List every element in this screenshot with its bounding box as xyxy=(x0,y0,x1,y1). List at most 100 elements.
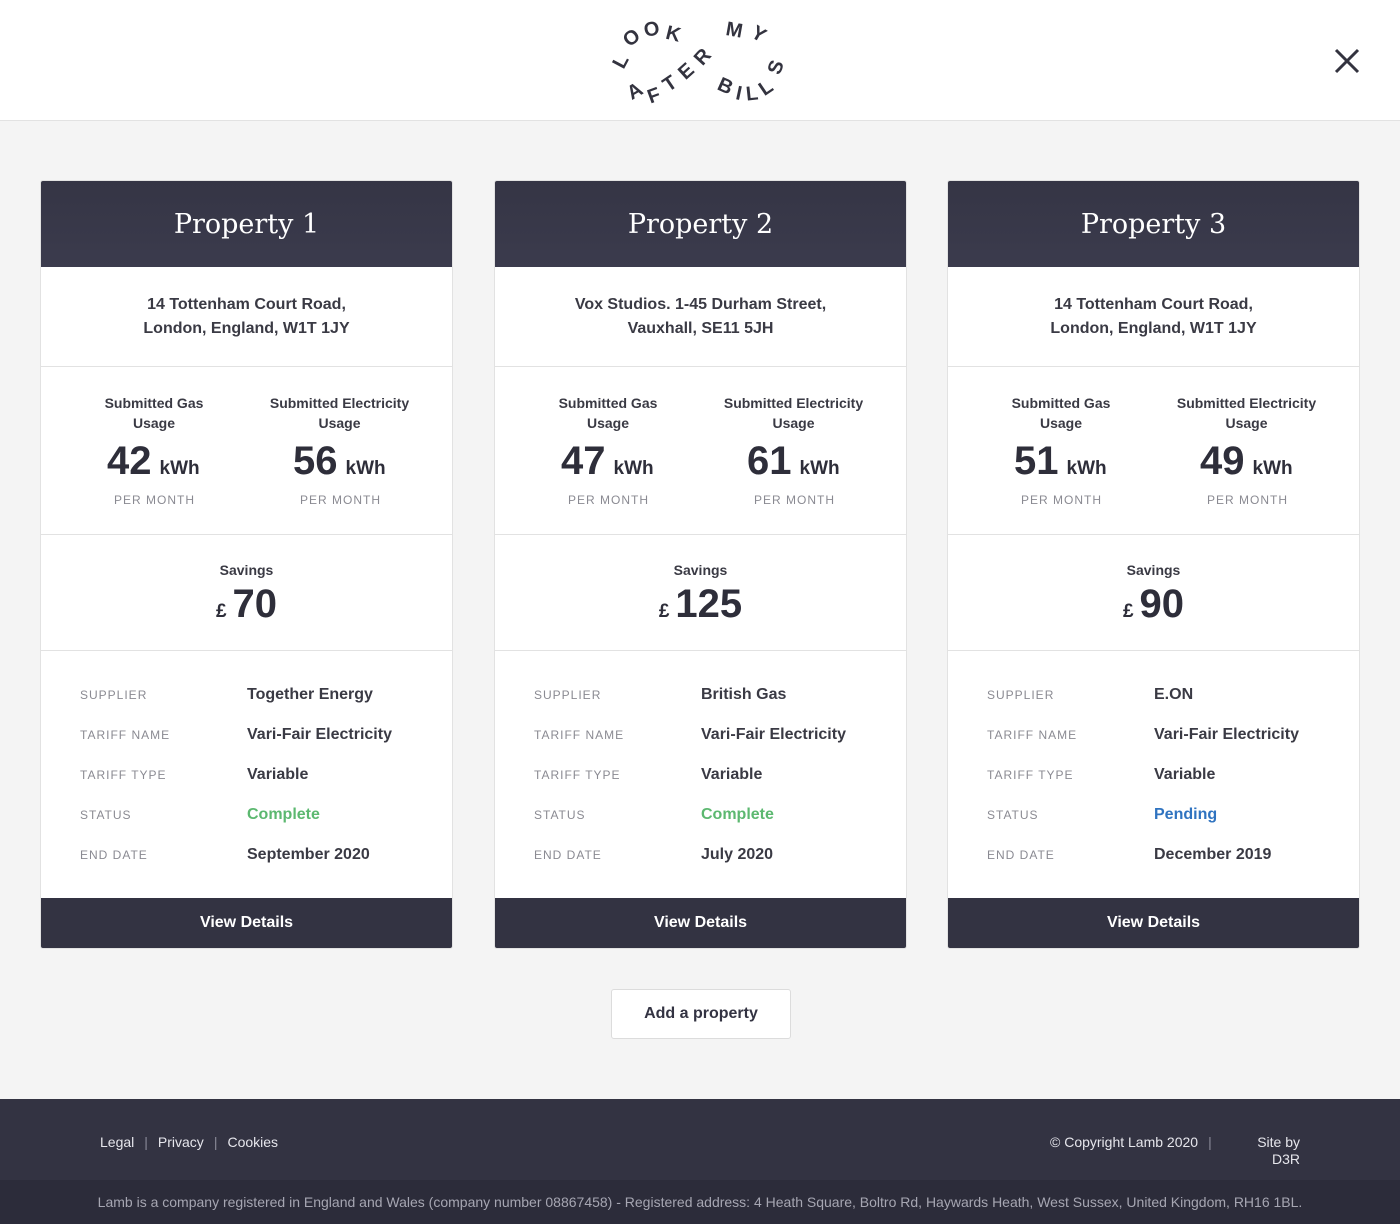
end-date-value: July 2020 xyxy=(701,846,774,863)
end-date-row: END DATE December 2019 xyxy=(987,843,1271,867)
electricity-usage-unit: kWh xyxy=(1252,458,1293,479)
currency-symbol: £ xyxy=(215,601,227,622)
supplier-key: SUPPLIER xyxy=(534,688,602,702)
address-line-2: London, England, W1T 1JY xyxy=(143,319,350,337)
property-address: Vox Studios. 1-45 Durham Street, Vauxhal… xyxy=(495,267,906,367)
logo-letter-k: K xyxy=(664,22,684,47)
electricity-usage-unit: kWh xyxy=(345,458,386,479)
status-row: STATUS Pending xyxy=(987,803,1217,827)
currency-symbol: £ xyxy=(658,601,670,622)
tariff-name-value: Vari-Fair Electricity xyxy=(247,726,392,743)
supplier-row: SUPPLIER E.ON xyxy=(987,683,1193,707)
address-line-1: 14 Tottenham Court Road, xyxy=(1054,295,1253,313)
site-by-credit[interactable]: Site by D3R xyxy=(1257,1134,1300,1167)
look-after-my-bills-logo[interactable]: L O O K M Y A F T E R B I L L S xyxy=(609,14,790,108)
electricity-usage: Submitted Electricity Usage 56 kWh PER M… xyxy=(267,367,412,534)
property-card-2: Property 2 Vox Studios. 1-45 Durham Stre… xyxy=(494,180,907,949)
end-date-key: END DATE xyxy=(534,848,602,862)
usage-section: Submitted Gas Usage 51 kWh PER MONTH Sub… xyxy=(948,367,1359,535)
logo-letter-b: B xyxy=(714,74,736,100)
gas-usage-value: 42 kWh xyxy=(107,439,200,484)
status-value: Complete xyxy=(701,806,774,823)
gas-usage: Submitted Gas Usage 42 kWh PER MONTH xyxy=(41,367,267,534)
electricity-per-month: PER MONTH xyxy=(754,493,835,507)
view-details-button[interactable]: View Details xyxy=(495,898,906,948)
tariff-type-row: TARIFF TYPE Variable xyxy=(80,763,308,787)
add-property-button[interactable]: Add a property xyxy=(611,989,791,1039)
electricity-usage-label: Submitted Electricity Usage xyxy=(269,395,410,431)
property-title: Property 1 xyxy=(173,208,320,240)
status-value: Pending xyxy=(1154,806,1218,823)
footer-link-cookies[interactable]: Cookies xyxy=(227,1134,279,1150)
logo-letter-e: E xyxy=(674,59,699,84)
supplier-key: SUPPLIER xyxy=(80,688,148,702)
end-date-key: END DATE xyxy=(80,848,148,862)
supplier-value: British Gas xyxy=(701,686,787,703)
end-date-key: END DATE xyxy=(987,848,1055,862)
property-card-3: Property 3 14 Tottenham Court Road, Lond… xyxy=(947,180,1360,949)
usage-section: Submitted Gas Usage 47 kWh PER MONTH Sub… xyxy=(495,367,906,535)
gas-per-month: PER MONTH xyxy=(114,493,195,507)
gas-usage-number: 42 xyxy=(107,439,152,483)
electricity-usage-label: Submitted Electricity Usage xyxy=(1176,395,1317,431)
electricity-usage-number: 56 xyxy=(293,439,338,483)
gas-usage-label: Submitted Gas Usage xyxy=(104,395,204,431)
savings-amount: 70 xyxy=(232,582,278,626)
status-key: STATUS xyxy=(987,808,1039,822)
tariff-type-value: Variable xyxy=(247,766,309,783)
savings-amount: 90 xyxy=(1139,582,1185,626)
supplier-key: SUPPLIER xyxy=(987,688,1055,702)
property-card-1: Property 1 14 Tottenham Court Road, Lond… xyxy=(40,180,453,949)
logo-letter-l: L xyxy=(610,51,634,72)
gas-usage-value: 51 kWh xyxy=(1014,439,1107,484)
savings-value: £ 70 xyxy=(216,582,277,627)
gas-per-month: PER MONTH xyxy=(1021,493,1102,507)
savings-section: Savings £ 90 xyxy=(948,535,1359,651)
electricity-usage-value: 61 kWh xyxy=(747,439,840,484)
tariff-name-row: TARIFF NAME Vari-Fair Electricity xyxy=(534,723,846,747)
footer-links: Legal | Privacy | Cookies xyxy=(100,1134,278,1150)
view-details-button[interactable]: View Details xyxy=(41,898,452,948)
savings-label: Savings xyxy=(1126,562,1181,578)
footer-link-privacy[interactable]: Privacy xyxy=(157,1134,204,1150)
electricity-usage-label: Submitted Electricity Usage xyxy=(723,395,864,431)
close-icon[interactable] xyxy=(1330,44,1364,78)
tariff-name-row: TARIFF NAME Vari-Fair Electricity xyxy=(80,723,392,747)
tariff-name-key: TARIFF NAME xyxy=(534,728,625,742)
tariff-name-key: TARIFF NAME xyxy=(987,728,1078,742)
savings-label: Savings xyxy=(219,562,274,578)
gas-usage-unit: kWh xyxy=(159,458,200,479)
copyright-block: © Copyright Lamb 2020 | xyxy=(1050,1134,1222,1150)
footer-separator: | xyxy=(213,1134,218,1150)
address-line-2: London, England, W1T 1JY xyxy=(1050,319,1257,337)
property-title: Property 2 xyxy=(627,208,774,240)
savings-amount: 125 xyxy=(675,582,743,626)
gas-usage-number: 51 xyxy=(1014,439,1059,483)
supplier-value: E.ON xyxy=(1154,686,1194,703)
tariff-type-key: TARIFF TYPE xyxy=(80,768,167,782)
logo-letter-l2: L xyxy=(745,82,759,105)
tariff-type-key: TARIFF TYPE xyxy=(534,768,621,782)
tariff-details: SUPPLIER British Gas TARIFF NAME Vari-Fa… xyxy=(495,651,906,900)
logo-letter-y: Y xyxy=(747,21,770,47)
address-line-2: Vauxhall, SE11 5JH xyxy=(627,319,774,337)
electricity-per-month: PER MONTH xyxy=(1207,493,1288,507)
electricity-usage-value: 49 kWh xyxy=(1200,439,1293,484)
property-card-header: Property 3 xyxy=(948,181,1359,267)
view-details-button[interactable]: View Details xyxy=(948,898,1359,948)
footer-link-legal[interactable]: Legal xyxy=(100,1134,135,1150)
end-date-value: December 2019 xyxy=(1154,846,1272,863)
site-header: L O O K M Y A F T E R B I L L S xyxy=(0,0,1400,121)
logo-letter-o1: O xyxy=(619,25,645,52)
tariff-type-key: TARIFF TYPE xyxy=(987,768,1074,782)
logo-letter-a: A xyxy=(623,78,647,104)
gas-usage-label: Submitted Gas Usage xyxy=(558,395,658,431)
gas-usage: Submitted Gas Usage 51 kWh PER MONTH xyxy=(948,367,1174,534)
logo-letter-t: T xyxy=(659,71,681,96)
status-key: STATUS xyxy=(534,808,586,822)
savings-value: £ 125 xyxy=(659,582,742,627)
logo-letter-f: F xyxy=(645,84,664,106)
address-line-1: Vox Studios. 1-45 Durham Street, xyxy=(574,295,827,313)
tariff-type-value: Variable xyxy=(701,766,763,783)
savings-value: £ 90 xyxy=(1123,582,1184,627)
